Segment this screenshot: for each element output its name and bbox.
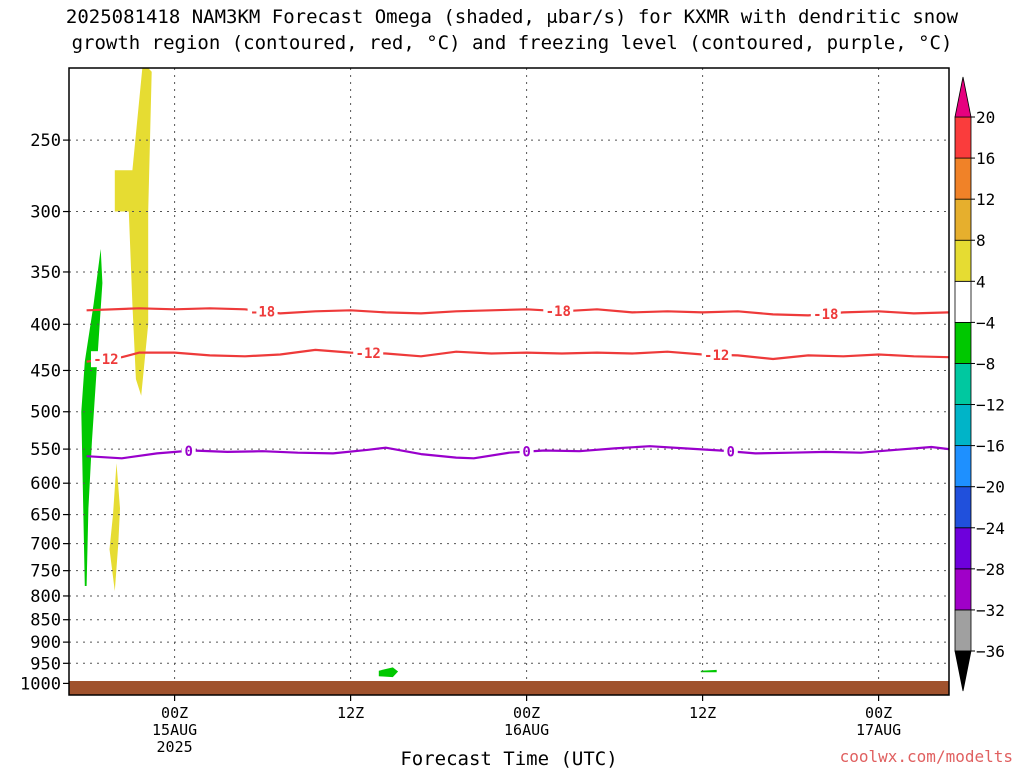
x-tick-label: 00Z: [161, 704, 188, 722]
contour-label-bg: [247, 303, 278, 320]
x-tick-label: 15AUG: [152, 721, 197, 739]
omega-region-1: [114, 68, 152, 396]
colorbar-cell: [954, 404, 972, 447]
chart-title-line-1: 2025081418 NAM3KM Forecast Omega (shaded…: [65, 6, 959, 28]
colorbar-cell: [954, 568, 972, 611]
colorbar-cell: [954, 527, 972, 570]
colorbar-label: 4: [976, 272, 986, 291]
contour-label-bg: [90, 351, 121, 368]
contour-label: -12: [356, 346, 381, 362]
y-tick-label: 700: [30, 535, 61, 555]
y-tick-label: 800: [30, 587, 61, 607]
omega-region-3: [378, 667, 399, 678]
contour-label-bg: [181, 442, 196, 459]
contour-label-bg: [353, 345, 384, 362]
colorbar-min-arrow: [954, 650, 972, 692]
colorbar-label: −28: [976, 560, 1005, 579]
contour-label: -18: [546, 304, 571, 320]
x-axis-label: Forecast Time (UTC): [400, 748, 617, 768]
contour-line: [86, 307, 949, 317]
y-tick-label: 350: [30, 263, 61, 283]
colorbar-cell: [954, 321, 972, 364]
colorbar-label: −4: [976, 313, 995, 332]
colorbar-label: 16: [976, 149, 995, 168]
y-tick-label: 500: [30, 403, 61, 423]
x-tick-label: 00Z: [865, 704, 892, 722]
colorbar-label: −12: [976, 396, 1005, 415]
colorbar-cell: [954, 198, 972, 241]
colorbar-cell: [954, 363, 972, 405]
terrain-strip: [69, 681, 949, 695]
colorbar-label: −36: [976, 642, 1005, 661]
plot-frame: [68, 67, 950, 696]
colorbar-label: −16: [976, 437, 1005, 456]
chart-title-line-2: growth region (contoured, red, °C) and f…: [71, 32, 953, 54]
colorbar-cell: [954, 609, 972, 652]
colorbar-label: 20: [976, 108, 995, 127]
contour-label: 0: [522, 445, 530, 461]
y-tick-label: 250: [30, 131, 61, 151]
colorbar-label: 8: [976, 231, 986, 250]
y-tick-label: 550: [30, 440, 61, 460]
watermark: coolwx.com/modelts: [840, 747, 1013, 766]
x-tick-label: 16AUG: [504, 721, 549, 739]
contour-label-bg: [810, 305, 841, 322]
y-tick-label: 900: [30, 633, 61, 653]
colorbar-max-arrow: [954, 76, 972, 118]
contour-label: 0: [727, 444, 735, 460]
contour-label-bg: [543, 303, 574, 320]
omega-region-4: [700, 669, 717, 673]
y-tick-label: 850: [30, 611, 61, 631]
colorbar-label: −32: [976, 601, 1005, 620]
x-tick-label: 2025: [157, 738, 193, 756]
x-tick-label: 00Z: [513, 704, 540, 722]
plot-background: [69, 68, 949, 695]
colorbar-cell: [954, 445, 972, 488]
contour-label: -12: [704, 348, 729, 364]
contour-label: 0: [184, 444, 192, 460]
y-tick-label: 400: [30, 315, 61, 335]
colorbar-cell: [954, 280, 972, 323]
colorbar-label: −24: [976, 519, 1005, 538]
contour-line: [86, 445, 949, 460]
omega-region-0: [81, 248, 103, 586]
y-tick-label: 650: [30, 506, 61, 526]
contour-label-bg: [723, 443, 738, 460]
y-tick-label: 950: [30, 654, 61, 674]
colorbar-cell: [954, 486, 972, 529]
contour-label: -18: [250, 304, 275, 320]
y-tick-label: 600: [30, 474, 61, 494]
y-tick-label: 300: [30, 203, 61, 223]
contour-label-bg: [701, 346, 732, 363]
omega-region-2: [109, 463, 120, 591]
contour-label-bg: [519, 443, 534, 460]
y-tick-label: 1000: [20, 674, 61, 694]
x-tick-label: 12Z: [689, 704, 716, 722]
contour-label: -18: [813, 307, 838, 323]
y-tick-label: 750: [30, 562, 61, 582]
contour-line: [86, 348, 949, 363]
colorbar-cell: [954, 239, 972, 282]
x-tick-label: 12Z: [337, 704, 364, 722]
y-tick-label: 450: [30, 361, 61, 381]
colorbar-cell: [954, 116, 972, 159]
x-tick-label: 17AUG: [856, 721, 901, 739]
colorbar-label: −8: [976, 354, 995, 373]
colorbar-label: 12: [976, 190, 995, 209]
colorbar-label: −20: [976, 478, 1005, 497]
colorbar-cell: [954, 157, 972, 200]
contour-label: -12: [93, 352, 118, 368]
